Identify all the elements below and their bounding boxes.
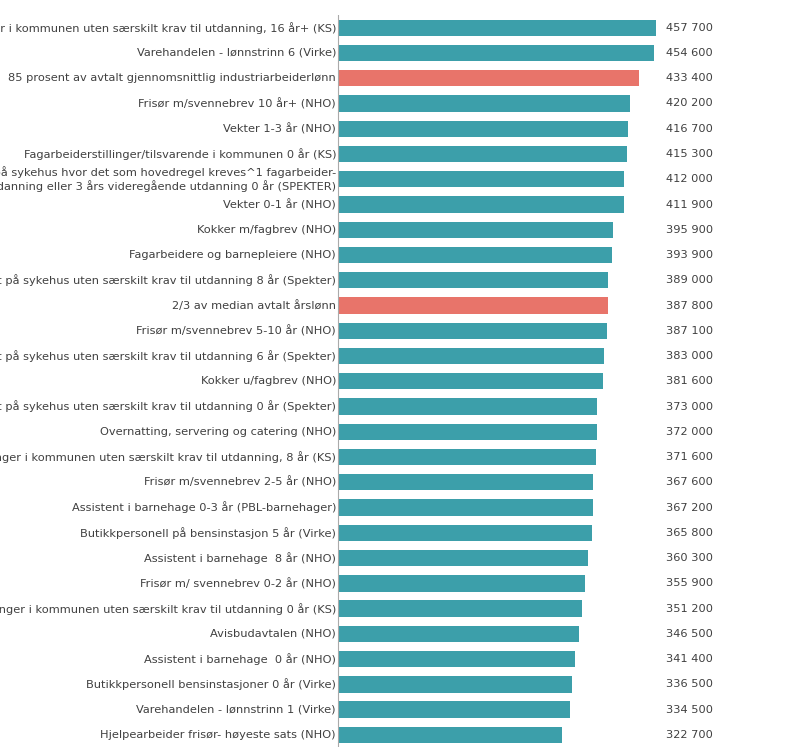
Text: 85 prosent av avtalt gjennomsnittlig industriarbeiderlønn: 85 prosent av avtalt gjennomsnittlig ind… — [8, 73, 336, 83]
Text: Assistent i barnehage  0 år (NHO): Assistent i barnehage 0 år (NHO) — [144, 653, 336, 665]
Text: 334 500: 334 500 — [666, 704, 714, 714]
Text: Frisør m/svennebrev 5-10 år (NHO): Frisør m/svennebrev 5-10 år (NHO) — [136, 325, 336, 337]
Bar — [338, 146, 626, 162]
Text: 393 900: 393 900 — [666, 250, 714, 260]
Text: 415 300: 415 300 — [666, 149, 714, 159]
Bar — [338, 499, 593, 516]
Text: Vekter 0-1 år (NHO): Vekter 0-1 år (NHO) — [223, 199, 336, 210]
Text: 389 000: 389 000 — [666, 276, 714, 285]
Bar — [338, 196, 624, 213]
Text: 351 200: 351 200 — [666, 603, 714, 614]
Text: Ansatt på sykehus uten særskilt krav til utdanning 0 år (Spekter): Ansatt på sykehus uten særskilt krav til… — [0, 401, 336, 412]
Bar — [338, 121, 628, 137]
Text: Vekter 1-3 år (NHO): Vekter 1-3 år (NHO) — [223, 123, 336, 134]
Text: 367 200: 367 200 — [666, 503, 714, 513]
Text: Assistent i barnehage 0-3 år (PBL-barnehager): Assistent i barnehage 0-3 år (PBL-barneh… — [72, 501, 336, 513]
Bar — [338, 171, 624, 187]
Text: 2/3 av median avtalt årslønn: 2/3 av median avtalt årslønn — [172, 300, 336, 311]
Text: Butikkpersonell på bensinstasjon 5 år (Virke): Butikkpersonell på bensinstasjon 5 år (V… — [80, 527, 336, 539]
Text: Fagarbeidere og barnepleiere (NHO): Fagarbeidere og barnepleiere (NHO) — [130, 250, 336, 260]
Text: 454 600: 454 600 — [666, 48, 713, 58]
Bar — [338, 474, 594, 491]
Bar — [338, 297, 607, 314]
Text: 367 600: 367 600 — [666, 477, 714, 487]
Text: Assistent i barnehage  8 år (NHO): Assistent i barnehage 8 år (NHO) — [144, 552, 336, 564]
Bar — [338, 322, 607, 339]
Bar — [338, 221, 613, 238]
Bar — [338, 348, 604, 364]
Text: Butikkpersonell bensinstasjoner 0 år (Virke): Butikkpersonell bensinstasjoner 0 år (Vi… — [86, 678, 336, 690]
Bar — [338, 525, 592, 541]
Bar — [338, 45, 654, 61]
Text: 387 100: 387 100 — [666, 325, 714, 336]
Bar — [338, 600, 582, 617]
Text: Stillinger på sykehus hvor det som hovedregel kreves^1 fagarbeider-
utdanning el: Stillinger på sykehus hvor det som hoved… — [0, 166, 336, 192]
Bar — [338, 701, 570, 718]
Text: 372 000: 372 000 — [666, 427, 714, 437]
Bar — [338, 424, 597, 440]
Text: Ansatt på sykehus uten særskilt krav til utdanning 8 år (Spekter): Ansatt på sykehus uten særskilt krav til… — [0, 274, 336, 286]
Text: 420 200: 420 200 — [666, 98, 713, 109]
Bar — [338, 676, 572, 692]
Text: 381 600: 381 600 — [666, 376, 714, 387]
Text: Frisør m/svennebrev 10 år+ (NHO): Frisør m/svennebrev 10 år+ (NHO) — [138, 98, 336, 109]
Text: 371 600: 371 600 — [666, 452, 714, 462]
Text: Varehandelen - lønnstrinn 1 (Virke): Varehandelen - lønnstrinn 1 (Virke) — [137, 704, 336, 714]
Text: Frisør m/svennebrev 2-5 år (NHO): Frisør m/svennebrev 2-5 år (NHO) — [144, 476, 336, 488]
Text: 355 900: 355 900 — [666, 578, 714, 588]
Bar — [338, 95, 630, 112]
Text: 336 500: 336 500 — [666, 680, 714, 689]
Bar — [338, 247, 612, 263]
Text: 416 700: 416 700 — [666, 124, 714, 134]
Text: 322 700: 322 700 — [666, 730, 714, 740]
Text: Avisbudavtalen (NHO): Avisbudavtalen (NHO) — [210, 629, 336, 639]
Text: 457 700: 457 700 — [666, 23, 714, 32]
Text: 360 300: 360 300 — [666, 553, 714, 563]
Text: 395 900: 395 900 — [666, 225, 714, 235]
Text: Fagarbeiderstillinger/tilsvarende i kommunen 0 år (KS): Fagarbeiderstillinger/tilsvarende i komm… — [23, 148, 336, 160]
Text: 365 800: 365 800 — [666, 528, 714, 538]
Text: 411 900: 411 900 — [666, 199, 714, 209]
Bar — [338, 550, 588, 566]
Text: 373 000: 373 000 — [666, 402, 714, 411]
Text: 346 500: 346 500 — [666, 629, 714, 639]
Text: Stillinger i kommunen uten særskilt krav til utdanning, 8 år (KS): Stillinger i kommunen uten særskilt krav… — [0, 451, 336, 463]
Bar — [338, 626, 578, 642]
Bar — [338, 373, 603, 390]
Text: Ansatt på sykehus uten særskilt krav til utdanning 6 år (Spekter): Ansatt på sykehus uten særskilt krav til… — [0, 350, 336, 362]
Text: Kokker u/fagbrev (NHO): Kokker u/fagbrev (NHO) — [201, 376, 336, 387]
Text: Hjelpearbeider frisør- høyeste sats (NHO): Hjelpearbeider frisør- høyeste sats (NHO… — [101, 730, 336, 740]
Text: 383 000: 383 000 — [666, 351, 714, 361]
Text: Overnatting, servering og catering (NHO): Overnatting, servering og catering (NHO) — [100, 427, 336, 437]
Text: Stillinger i kommunen uten særskilt krav til utdanning 0 år (KS): Stillinger i kommunen uten særskilt krav… — [0, 602, 336, 615]
Text: Varehandelen - lønnstrinn 6 (Virke): Varehandelen - lønnstrinn 6 (Virke) — [137, 48, 336, 58]
Text: Stillinger i kommunen uten særskilt krav til utdanning, 16 år+ (KS): Stillinger i kommunen uten særskilt krav… — [0, 22, 336, 34]
Text: Frisør m/ svennebrev 0-2 år (NHO): Frisør m/ svennebrev 0-2 år (NHO) — [140, 578, 336, 589]
Text: 412 000: 412 000 — [666, 174, 714, 184]
Text: 387 800: 387 800 — [666, 300, 714, 310]
Bar — [338, 726, 562, 743]
Bar — [338, 575, 586, 591]
Bar — [338, 651, 575, 667]
Bar — [338, 399, 598, 414]
Text: Kokker m/fagbrev (NHO): Kokker m/fagbrev (NHO) — [197, 225, 336, 235]
Bar — [338, 70, 639, 86]
Text: 341 400: 341 400 — [666, 654, 714, 664]
Bar — [338, 272, 608, 288]
Bar — [338, 20, 656, 36]
Text: 433 400: 433 400 — [666, 73, 714, 83]
Bar — [338, 448, 596, 465]
